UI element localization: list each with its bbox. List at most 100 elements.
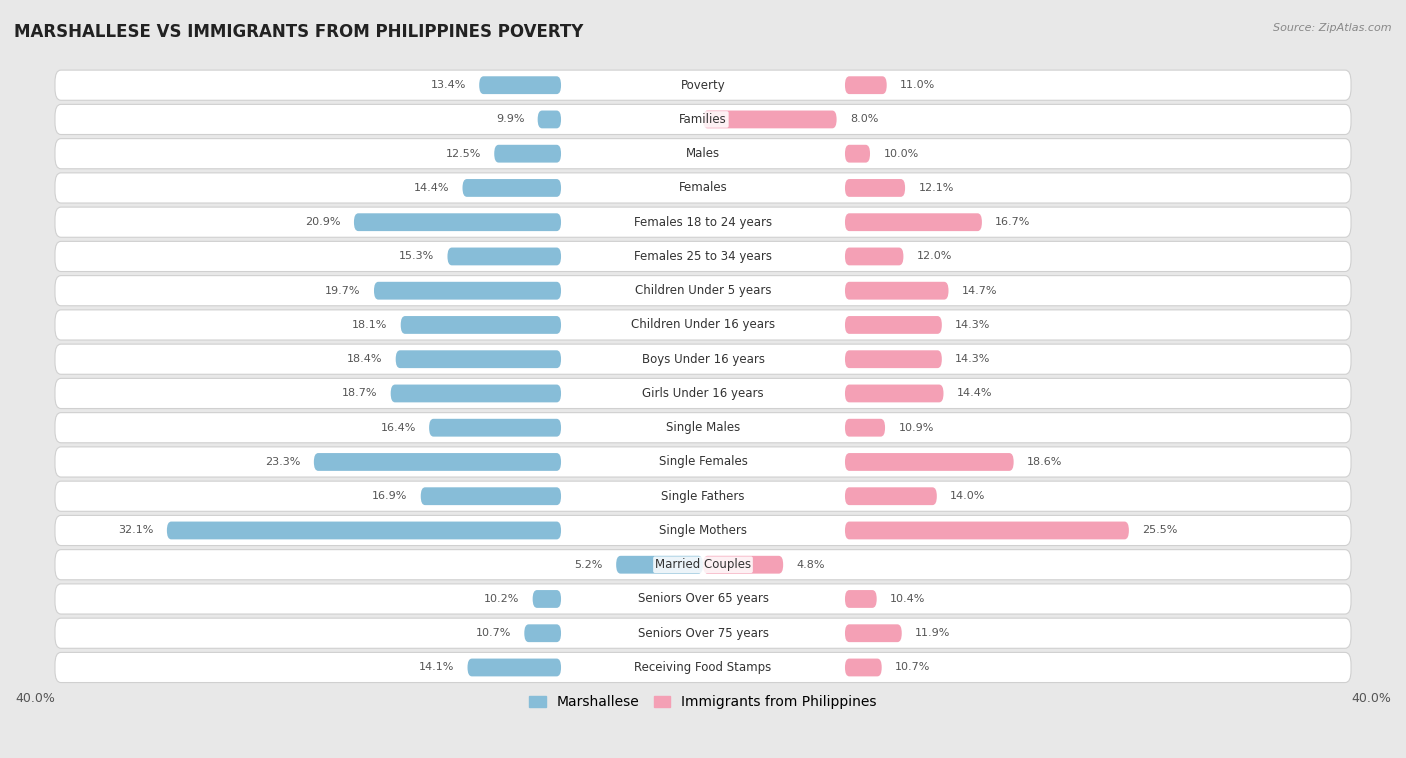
FancyBboxPatch shape [703,556,783,574]
Text: 20.9%: 20.9% [305,218,340,227]
Text: 5.2%: 5.2% [575,559,603,570]
Text: 18.1%: 18.1% [352,320,387,330]
FancyBboxPatch shape [468,659,561,676]
Text: Single Mothers: Single Mothers [659,524,747,537]
Text: Girls Under 16 years: Girls Under 16 years [643,387,763,400]
Text: 18.6%: 18.6% [1026,457,1063,467]
Text: Receiving Food Stamps: Receiving Food Stamps [634,661,772,674]
Text: 14.3%: 14.3% [955,354,991,364]
FancyBboxPatch shape [845,145,870,163]
Text: 18.4%: 18.4% [347,354,382,364]
FancyBboxPatch shape [845,77,887,94]
Text: 15.3%: 15.3% [399,252,434,262]
Text: 16.9%: 16.9% [373,491,408,501]
FancyBboxPatch shape [845,179,905,197]
FancyBboxPatch shape [429,419,561,437]
FancyBboxPatch shape [616,556,703,574]
Legend: Marshallese, Immigrants from Philippines: Marshallese, Immigrants from Philippines [523,690,883,715]
FancyBboxPatch shape [845,384,943,402]
Text: Single Fathers: Single Fathers [661,490,745,503]
FancyBboxPatch shape [845,316,942,334]
Text: 14.1%: 14.1% [419,662,454,672]
Text: Single Males: Single Males [666,421,740,434]
Text: 12.0%: 12.0% [917,252,952,262]
FancyBboxPatch shape [395,350,561,368]
Text: 18.7%: 18.7% [342,388,377,399]
FancyBboxPatch shape [845,350,942,368]
FancyBboxPatch shape [447,248,561,265]
Text: 10.7%: 10.7% [475,628,510,638]
Text: 12.1%: 12.1% [918,183,953,193]
Text: Source: ZipAtlas.com: Source: ZipAtlas.com [1274,23,1392,33]
Text: 10.7%: 10.7% [896,662,931,672]
Text: 19.7%: 19.7% [325,286,360,296]
FancyBboxPatch shape [55,515,1351,546]
Text: 11.0%: 11.0% [900,80,935,90]
FancyBboxPatch shape [354,213,561,231]
Text: 10.4%: 10.4% [890,594,925,604]
FancyBboxPatch shape [845,659,882,676]
Text: 14.4%: 14.4% [413,183,449,193]
Text: Females: Females [679,181,727,195]
FancyBboxPatch shape [845,213,981,231]
Text: 8.0%: 8.0% [851,114,879,124]
FancyBboxPatch shape [55,584,1351,614]
Text: 10.0%: 10.0% [883,149,918,158]
FancyBboxPatch shape [845,487,936,505]
FancyBboxPatch shape [55,653,1351,682]
Text: Children Under 5 years: Children Under 5 years [634,284,772,297]
FancyBboxPatch shape [845,590,877,608]
FancyBboxPatch shape [55,105,1351,134]
Text: 14.0%: 14.0% [950,491,986,501]
FancyBboxPatch shape [374,282,561,299]
Text: Single Females: Single Females [658,456,748,468]
FancyBboxPatch shape [55,310,1351,340]
Text: 14.4%: 14.4% [957,388,993,399]
FancyBboxPatch shape [845,248,904,265]
FancyBboxPatch shape [401,316,561,334]
Text: Poverty: Poverty [681,79,725,92]
Text: 14.7%: 14.7% [962,286,997,296]
FancyBboxPatch shape [703,111,837,128]
Text: 13.4%: 13.4% [430,80,465,90]
Text: Males: Males [686,147,720,160]
Text: Families: Families [679,113,727,126]
FancyBboxPatch shape [55,447,1351,477]
FancyBboxPatch shape [845,282,949,299]
FancyBboxPatch shape [314,453,561,471]
Text: Married Couples: Married Couples [655,558,751,572]
FancyBboxPatch shape [55,619,1351,648]
Text: Females 18 to 24 years: Females 18 to 24 years [634,216,772,229]
FancyBboxPatch shape [55,344,1351,374]
FancyBboxPatch shape [55,378,1351,409]
FancyBboxPatch shape [55,241,1351,271]
Text: 14.3%: 14.3% [955,320,991,330]
FancyBboxPatch shape [55,481,1351,512]
Text: 16.4%: 16.4% [381,423,416,433]
FancyBboxPatch shape [420,487,561,505]
Text: 16.7%: 16.7% [995,218,1031,227]
Text: 23.3%: 23.3% [266,457,301,467]
FancyBboxPatch shape [495,145,561,163]
FancyBboxPatch shape [845,625,901,642]
Text: Females 25 to 34 years: Females 25 to 34 years [634,250,772,263]
FancyBboxPatch shape [55,207,1351,237]
Text: 10.2%: 10.2% [484,594,519,604]
Text: 9.9%: 9.9% [496,114,524,124]
Text: Boys Under 16 years: Boys Under 16 years [641,352,765,365]
FancyBboxPatch shape [845,522,1129,540]
FancyBboxPatch shape [533,590,561,608]
FancyBboxPatch shape [55,70,1351,100]
FancyBboxPatch shape [463,179,561,197]
FancyBboxPatch shape [845,419,884,437]
Text: 10.9%: 10.9% [898,423,934,433]
Text: 12.5%: 12.5% [446,149,481,158]
Text: 32.1%: 32.1% [118,525,153,535]
Text: Children Under 16 years: Children Under 16 years [631,318,775,331]
FancyBboxPatch shape [391,384,561,402]
FancyBboxPatch shape [55,412,1351,443]
FancyBboxPatch shape [55,276,1351,305]
FancyBboxPatch shape [55,173,1351,203]
Text: 4.8%: 4.8% [797,559,825,570]
FancyBboxPatch shape [55,550,1351,580]
